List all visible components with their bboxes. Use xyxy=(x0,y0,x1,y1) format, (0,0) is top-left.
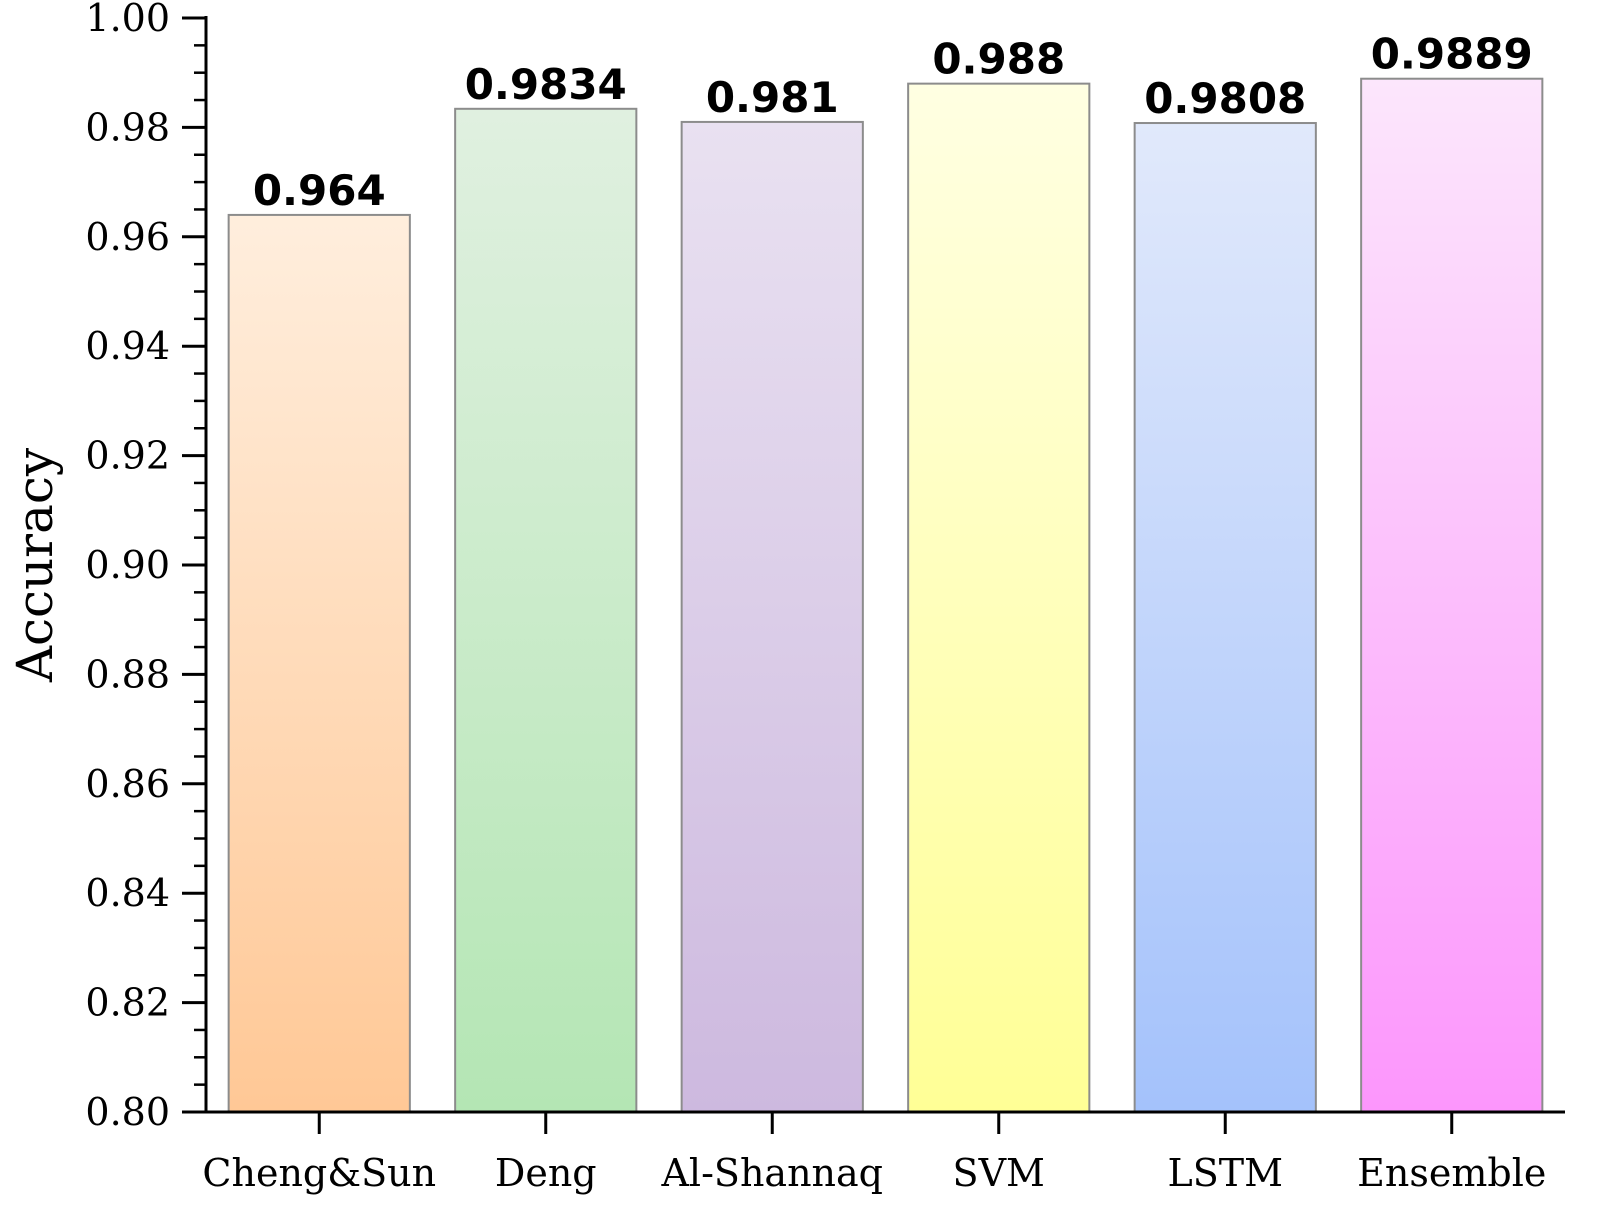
x-ticks: Cheng&Sun Deng Al-Shannaq SVM LSTM Ensemble xyxy=(202,1112,1546,1195)
bar-2 xyxy=(680,120,864,1114)
y-tick-label: 0.94 xyxy=(85,324,170,368)
y-tick-label: 0.96 xyxy=(85,215,170,259)
y-tick-label: 0.90 xyxy=(85,543,170,587)
value-labels: 0.964 0.9834 0.981 0.988 0.9808 0.9889 xyxy=(253,30,1533,215)
y-tick-label: 0.86 xyxy=(85,762,170,806)
x-tick-label: Cheng&Sun xyxy=(202,1151,436,1195)
y-tick-label: 0.80 xyxy=(85,1090,170,1134)
y-tick-label: 1.00 xyxy=(85,0,170,40)
value-label-5: 0.9889 xyxy=(1371,30,1533,79)
x-tick-label: LSTM xyxy=(1167,1151,1283,1195)
bar-4 xyxy=(1133,122,1317,1114)
y-tick-label: 0.88 xyxy=(85,652,170,696)
value-label-4: 0.9808 xyxy=(1144,74,1306,123)
bars-layer xyxy=(227,77,1544,1114)
value-label-1: 0.9834 xyxy=(465,60,627,109)
value-label-2: 0.981 xyxy=(706,73,839,122)
bar-1 xyxy=(454,107,638,1113)
bar-3 xyxy=(907,82,1091,1113)
y-tick-label: 0.84 xyxy=(85,871,170,915)
y-axis-title: Accuracy xyxy=(6,447,64,683)
x-tick-label: Al-Shannaq xyxy=(660,1151,883,1195)
y-tick-label: 0.98 xyxy=(85,105,170,149)
bar-0 xyxy=(227,213,411,1114)
value-label-0: 0.964 xyxy=(253,166,386,215)
x-tick-label: Ensemble xyxy=(1357,1151,1546,1195)
y-tick-label: 0.82 xyxy=(85,981,170,1025)
bar-5 xyxy=(1360,77,1544,1113)
y-ticks: 0.80 0.82 0.84 0.86 0.88 0.90 0.92 0.94 0.96 0.98… xyxy=(85,0,206,1134)
x-tick-label: SVM xyxy=(953,1151,1045,1195)
value-label-3: 0.988 xyxy=(932,35,1065,84)
y-tick-label: 0.92 xyxy=(85,434,170,478)
x-tick-label: Deng xyxy=(495,1151,597,1195)
